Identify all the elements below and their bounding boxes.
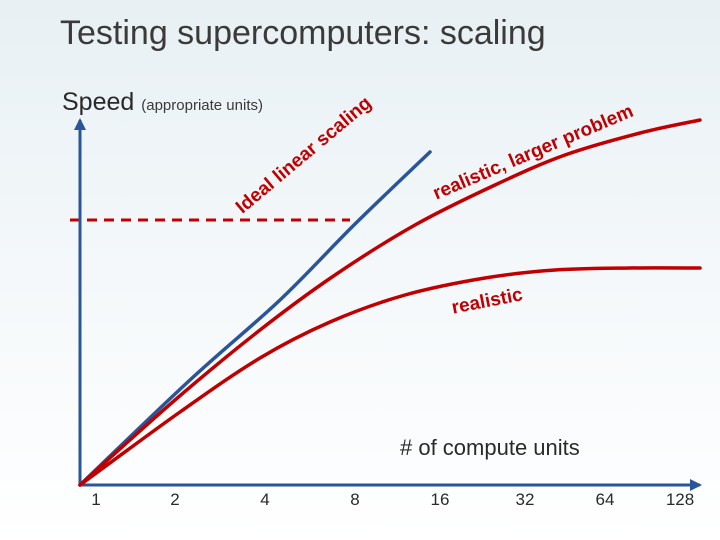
x-tick: 32: [516, 490, 535, 510]
x-tick: 1: [91, 490, 100, 510]
x-tick: 2: [170, 490, 179, 510]
scaling-chart: [0, 0, 720, 540]
slide: Testing supercomputers: scaling Speed (a…: [0, 0, 720, 540]
x-tick: 4: [260, 490, 269, 510]
x-tick: 64: [596, 490, 615, 510]
x-tick: 16: [431, 490, 450, 510]
x-axis-label: # of compute units: [400, 435, 580, 461]
x-tick: 128: [666, 490, 694, 510]
x-tick: 8: [350, 490, 359, 510]
